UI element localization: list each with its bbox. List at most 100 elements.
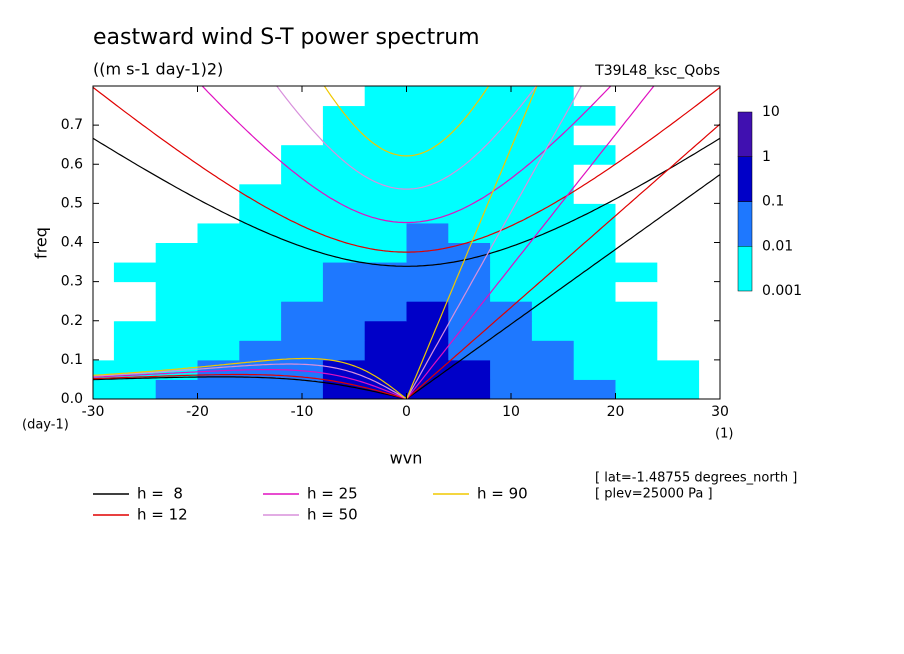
dispersion-curve (93, 373, 407, 399)
contour-cell (322, 281, 366, 302)
contour-cell (322, 320, 366, 341)
contour-cell (615, 281, 658, 302)
contour-cell (406, 379, 449, 399)
y-axis-label: freq (32, 227, 51, 259)
contour-cell (239, 164, 282, 185)
contour-cell (197, 262, 240, 283)
y-tick-label: 0.7 (61, 117, 83, 133)
contour-cell (155, 203, 198, 224)
contour-cell (531, 242, 575, 263)
contour-cell (364, 262, 407, 283)
contour-cell (197, 301, 240, 322)
contour-cell (573, 359, 616, 380)
colorbar-segment (737, 111, 753, 157)
contour-cell (113, 262, 157, 283)
x-tick-label: -10 (291, 404, 314, 420)
x-tick-label: 0 (402, 404, 411, 420)
contour-cell (197, 340, 240, 361)
x-tick-label: -20 (186, 404, 209, 420)
contour-cell (531, 359, 575, 380)
x-tick-label: 20 (607, 404, 625, 420)
contour-cell (406, 86, 449, 107)
contour-cell (406, 242, 449, 263)
contour-cell (364, 320, 407, 341)
contour-cell (197, 281, 240, 302)
contour-cell (281, 164, 324, 185)
contour-cell (448, 203, 491, 224)
contour-cell (573, 125, 616, 146)
contour-cell (573, 320, 616, 341)
contour-cell (699, 105, 720, 126)
contour-cell (155, 262, 198, 283)
contour-cell (615, 301, 658, 322)
note: [ plev=25000 Pa ] (595, 487, 713, 502)
contour-cell (239, 281, 282, 302)
contour-cell (657, 105, 700, 126)
contour-cell (155, 125, 198, 146)
contour-cell (448, 301, 491, 322)
y-tick-label: 0.0 (61, 391, 83, 407)
contour-cell (113, 105, 157, 126)
contour-cell (531, 105, 575, 126)
contour-cell (406, 301, 449, 322)
contour-cell (448, 320, 491, 341)
contour-cell (406, 340, 449, 361)
y-tick-label: 0.4 (61, 235, 83, 251)
contour-cell (281, 86, 324, 107)
contour-cell (239, 86, 282, 107)
y-tick-label: 0.3 (61, 274, 83, 290)
contour-cell (699, 222, 720, 243)
contour-cell (406, 144, 449, 165)
contour-cell (197, 105, 240, 126)
contour-cell (239, 379, 282, 399)
run-label: T39L48_ksc_Qobs (594, 63, 720, 79)
contour-cell (322, 242, 366, 263)
dispersion-curve (201, 86, 612, 224)
contour-cell (699, 203, 720, 224)
contour-cell (531, 281, 575, 302)
contour-cell (699, 144, 720, 165)
contour-cell (406, 125, 449, 146)
contour-cell (657, 183, 700, 204)
contour-cell (322, 262, 366, 283)
contour-cell (490, 242, 533, 263)
contour-cell (155, 164, 198, 185)
contour-cell (448, 105, 491, 126)
contour-cell (406, 105, 449, 126)
contour-cell (657, 301, 700, 322)
contour-cell (699, 379, 720, 399)
contour-cell (93, 125, 115, 146)
contour-cell (239, 262, 282, 283)
contour-cell (93, 105, 115, 126)
y-tick-label: 0.5 (61, 195, 83, 211)
contour-cell (448, 125, 491, 146)
contour-cell (113, 340, 157, 361)
contour-cell (93, 379, 115, 399)
contour-cell (531, 183, 575, 204)
contour-cell (113, 164, 157, 185)
x-tick-label: 10 (502, 404, 520, 420)
contour-cell (281, 105, 324, 126)
contour-cell (322, 105, 366, 126)
contour-cell (93, 281, 115, 302)
contour-cell (657, 222, 700, 243)
contour-cell (281, 379, 324, 399)
contour-cell (113, 144, 157, 165)
contour-cell (113, 222, 157, 243)
contour-cell (448, 222, 491, 243)
contour-cell (699, 359, 720, 380)
contour-cell (448, 242, 491, 263)
contour-cell (281, 301, 324, 322)
colorbar-label: 10 (762, 104, 780, 120)
contour-cell (113, 183, 157, 204)
dispersion-curve (93, 376, 407, 399)
contour-cell (113, 379, 157, 399)
contour-cell (155, 86, 198, 107)
contour-cell (281, 320, 324, 341)
dispersion-curve (406, 86, 655, 399)
dispersion-curve (406, 123, 720, 399)
contour-cell (448, 281, 491, 302)
contour-cell (657, 144, 700, 165)
contour-cell (406, 359, 449, 380)
